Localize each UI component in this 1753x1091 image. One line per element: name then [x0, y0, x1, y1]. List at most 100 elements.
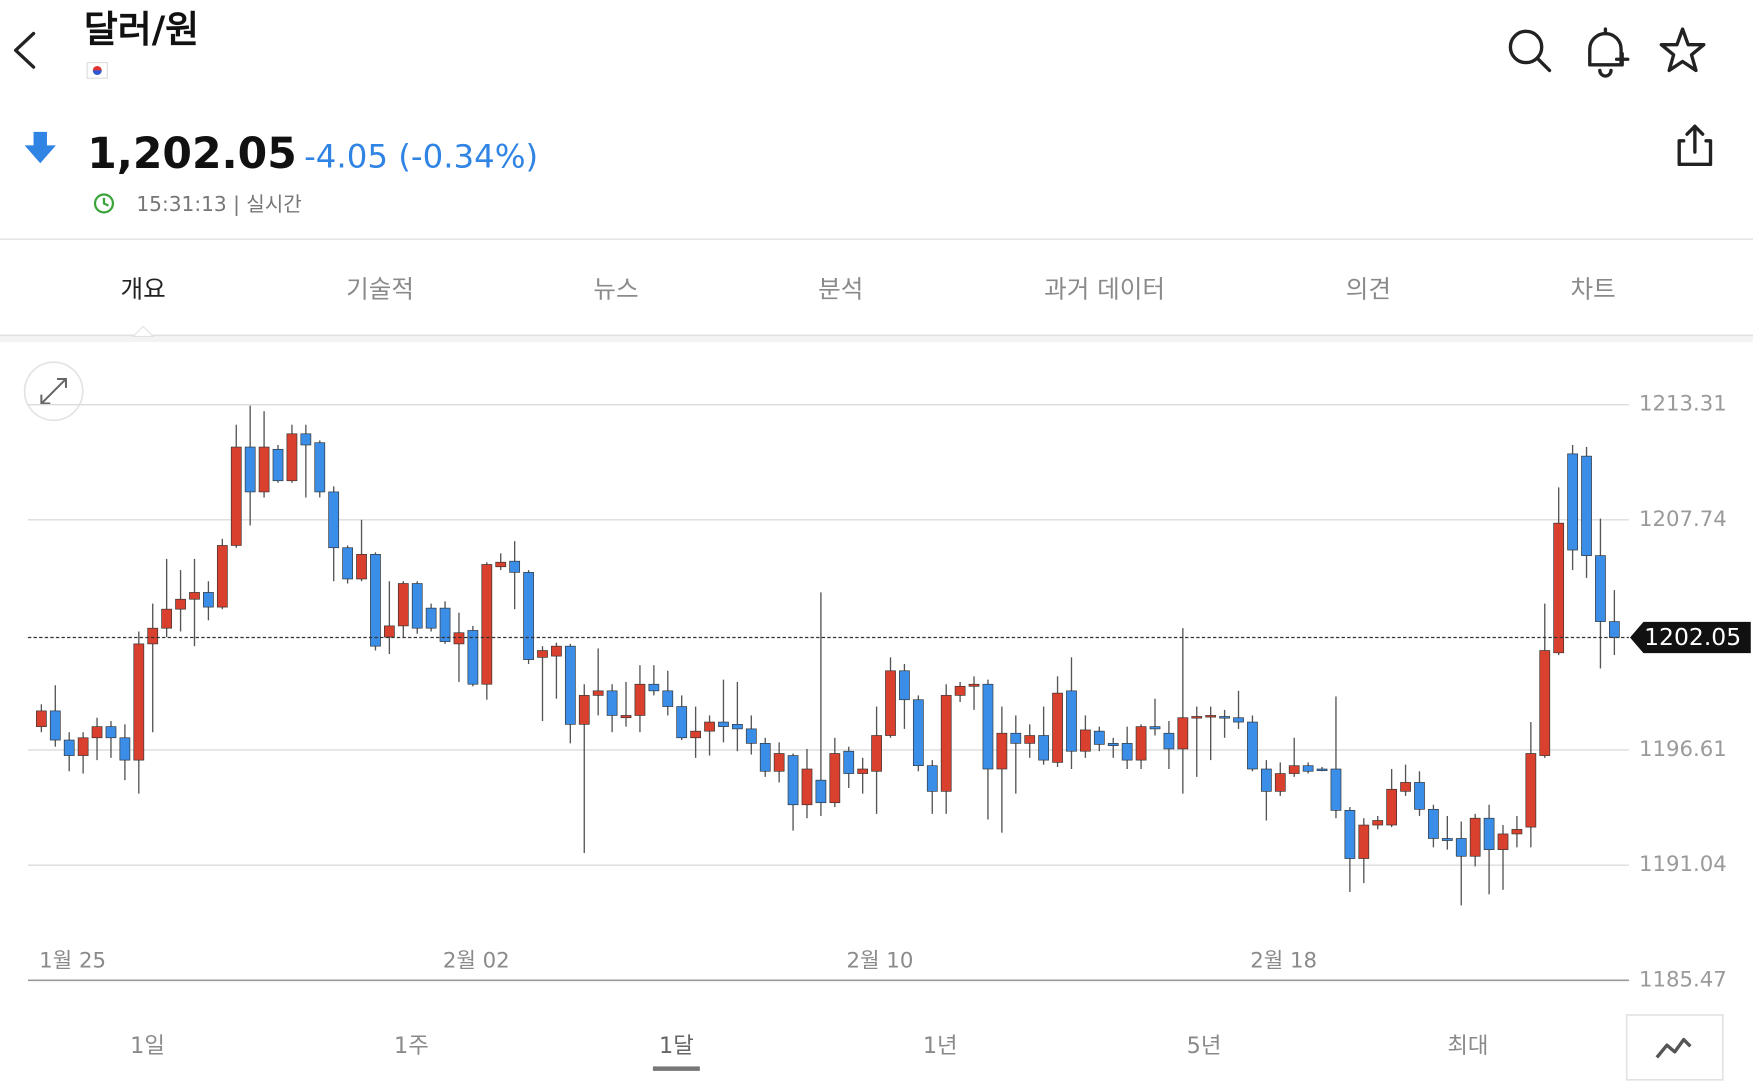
range-button[interactable]: 1년	[923, 1033, 958, 1059]
candle-body	[286, 433, 298, 482]
candle-body	[899, 670, 910, 701]
candle-body	[244, 446, 256, 493]
candle-body	[356, 554, 367, 580]
candle-body	[1288, 765, 1300, 774]
candle-body	[871, 735, 882, 772]
current-price-label: 1202.05	[1644, 623, 1741, 651]
favorite-icon[interactable]	[1659, 27, 1706, 73]
candle-body	[1525, 753, 1537, 828]
search-icon[interactable]	[1508, 29, 1552, 73]
tab[interactable]: 의견	[1346, 275, 1391, 304]
candle-body	[425, 607, 437, 629]
share-icon[interactable]	[1677, 124, 1713, 166]
range-button[interactable]: 1달	[659, 1033, 694, 1059]
candle-body	[773, 753, 785, 772]
candle-body	[592, 690, 604, 696]
clock-icon	[93, 193, 115, 214]
candle-body	[1163, 732, 1175, 750]
candle-body	[885, 670, 896, 736]
candle-body	[1553, 522, 1565, 654]
candle-body	[175, 598, 186, 610]
candle-body	[272, 448, 284, 482]
candle-body	[119, 737, 131, 761]
candle-body	[384, 625, 395, 638]
candle-body	[1595, 555, 1606, 622]
candle-body	[1497, 833, 1509, 850]
candle-body	[551, 645, 562, 657]
candle-body	[314, 442, 326, 493]
candle-body	[1483, 817, 1495, 850]
tab[interactable]: 개요	[120, 275, 165, 304]
candle-body	[91, 726, 103, 739]
candle-body	[63, 739, 75, 756]
candle-body	[829, 753, 841, 804]
candle-body	[1302, 765, 1314, 772]
tab[interactable]: 기술적	[346, 275, 414, 304]
candle-body	[801, 768, 813, 806]
candle-body	[1455, 838, 1467, 857]
candle-body	[1316, 768, 1328, 772]
tab[interactable]: 과거 데이터	[1044, 275, 1165, 304]
current-price-badge	[1630, 621, 1751, 654]
range-button[interactable]: 5년	[1187, 1033, 1222, 1059]
candle-body	[1441, 838, 1453, 841]
y-tick-label: 1207.74	[1639, 507, 1727, 532]
candle-body	[216, 545, 228, 608]
candle-body	[1539, 650, 1551, 756]
candle-body	[147, 627, 159, 645]
price-change: -4.05 (-0.34%)	[304, 138, 538, 176]
chart-type-button[interactable]	[1625, 1014, 1724, 1081]
candle-body	[300, 433, 312, 446]
candle-body	[926, 765, 938, 792]
candle-body	[1330, 768, 1342, 811]
candle-body	[1344, 810, 1356, 859]
candle-body	[1358, 824, 1370, 859]
y-tick-label: 1213.31	[1639, 392, 1727, 417]
candle-body	[1121, 743, 1133, 761]
alert-icon[interactable]	[1588, 27, 1630, 78]
candle-body	[537, 650, 548, 658]
flag-icon	[86, 62, 108, 79]
down-arrow-icon	[24, 131, 56, 164]
candle-body	[745, 728, 757, 744]
range-button[interactable]: 1일	[130, 1033, 165, 1059]
candle-body	[453, 632, 465, 645]
candle-body	[1205, 715, 1217, 718]
tab[interactable]: 차트	[1571, 275, 1616, 304]
candle-body	[1469, 817, 1481, 857]
candle-body	[1177, 717, 1189, 750]
candle-body	[690, 730, 701, 739]
candle-body	[732, 724, 743, 730]
candle-body	[1233, 717, 1244, 723]
tab-indicator	[131, 325, 155, 338]
candle-body	[1107, 743, 1119, 746]
back-button[interactable]	[13, 31, 36, 69]
candle-body	[411, 583, 423, 629]
candle-body	[704, 721, 715, 732]
candle-body	[1080, 729, 1091, 752]
candle-body	[1219, 716, 1230, 719]
expand-button[interactable]	[23, 361, 84, 422]
candle-body	[35, 710, 47, 727]
candle-body	[203, 592, 214, 608]
tab[interactable]: 뉴스	[593, 275, 638, 304]
instrument-title: 달러/원	[84, 8, 199, 51]
candle-body	[481, 564, 493, 685]
tab[interactable]: 분석	[818, 275, 863, 304]
candle-body	[467, 630, 479, 685]
candle-body	[230, 446, 242, 546]
candle-body	[1010, 732, 1022, 744]
x-tick-label: 2월 18	[1250, 948, 1317, 973]
candle-body	[634, 683, 646, 716]
range-button[interactable]: 1주	[394, 1033, 429, 1059]
candle-body	[1414, 782, 1425, 810]
candle-body	[1567, 453, 1578, 551]
tab-shadow	[0, 335, 1753, 343]
candle-body	[1038, 735, 1050, 761]
range-button[interactable]: 최대	[1447, 1033, 1488, 1059]
x-tick-label: 2월 02	[443, 948, 510, 973]
